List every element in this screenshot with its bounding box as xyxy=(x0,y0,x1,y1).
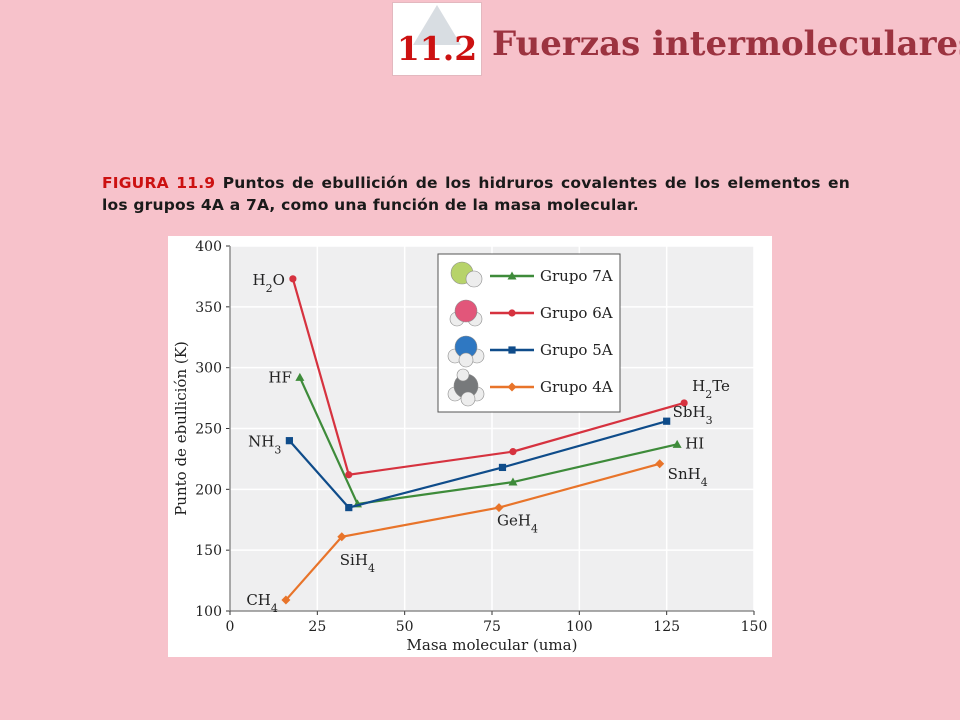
legend-marker xyxy=(508,346,516,354)
x-tick-label: 150 xyxy=(741,619,768,635)
point-label: SiH4 xyxy=(340,551,375,575)
h2o-molecule-icon xyxy=(449,299,483,327)
figure-caption: FIGURA 11.9 Puntos de ebullición de los … xyxy=(102,172,850,216)
series-line-grupo-6a xyxy=(291,278,685,476)
data-point xyxy=(494,503,504,513)
y-tick-label: 400 xyxy=(195,239,222,255)
y-tick-label: 200 xyxy=(195,482,222,498)
data-point xyxy=(672,439,682,448)
point-label: GeH4 xyxy=(497,512,538,536)
x-tick-label: 25 xyxy=(308,619,326,635)
x-tick-label: 50 xyxy=(396,619,414,635)
atom xyxy=(456,368,470,382)
triangle-icon xyxy=(413,5,461,45)
atom xyxy=(460,391,476,407)
data-point xyxy=(508,477,518,486)
x-axis-label: Masa molecular (uma) xyxy=(407,636,578,654)
data-point xyxy=(285,437,293,445)
legend-label: Grupo 5A xyxy=(540,341,613,359)
x-tick-label: 125 xyxy=(653,619,680,635)
data-point xyxy=(655,459,665,469)
y-tick-label: 100 xyxy=(195,604,222,620)
x-tick-label: 75 xyxy=(483,619,501,635)
data-point xyxy=(345,471,353,479)
legend: Grupo 7A Grupo 6A Grupo 5A Grupo 4A xyxy=(437,253,621,413)
point-label: CH4 xyxy=(246,591,278,615)
y-tick-label: 150 xyxy=(195,543,222,559)
legend-marker xyxy=(507,271,517,280)
atom xyxy=(465,270,483,288)
y-tick-label: 250 xyxy=(195,422,222,438)
atom xyxy=(454,299,478,323)
legend-marker xyxy=(508,309,516,317)
boiling-point-chart: 100 150 200 250 300 350 400 0 25 50 75 100 125 150 Mas… xyxy=(168,236,772,657)
point-label: SbH3 xyxy=(673,403,713,427)
ch4-molecule-icon xyxy=(447,368,485,407)
series-line-grupo-4a xyxy=(285,462,660,601)
section-badge: 11.2 xyxy=(392,2,482,76)
data-point xyxy=(680,399,688,407)
x-tick-label: 0 xyxy=(226,619,235,635)
legend-label: Grupo 4A xyxy=(540,378,613,396)
point-label: HI xyxy=(685,434,704,452)
point-label: H2O xyxy=(252,271,284,295)
point-label: HF xyxy=(268,368,292,386)
data-point xyxy=(295,372,305,381)
section-number: 11.2 xyxy=(396,29,478,68)
legend-label: Grupo 6A xyxy=(540,304,613,322)
figure-caption-text: Puntos de ebullición de los hidruros cov… xyxy=(102,174,850,214)
point-label: H2Te xyxy=(692,377,730,401)
data-point xyxy=(498,463,507,472)
figure-label: FIGURA 11.9 xyxy=(102,174,216,192)
legend-marker xyxy=(507,382,517,392)
data-point xyxy=(289,275,297,283)
y-axis-label: Punto de ebullición (K) xyxy=(172,341,190,516)
atom xyxy=(458,352,474,368)
y-tick-label: 350 xyxy=(195,300,222,316)
chart-svg: 100 150 200 250 300 350 400 0 25 50 75 100 125 150 Mas… xyxy=(172,239,768,654)
page-title: Fuerzas intermoleculares xyxy=(492,24,960,64)
series-line-grupo-7a xyxy=(298,376,678,506)
nh3-molecule-icon xyxy=(447,335,485,368)
data-point xyxy=(337,532,347,542)
legend-label: Grupo 7A xyxy=(540,267,613,285)
data-point xyxy=(663,417,671,425)
point-label: NH3 xyxy=(248,433,281,457)
series-line-grupo-5a xyxy=(288,420,667,509)
x-tick-label: 100 xyxy=(566,619,593,635)
data-point xyxy=(281,595,291,605)
y-tick-label: 300 xyxy=(195,361,222,377)
point-label: SnH4 xyxy=(668,465,708,489)
hf-molecule-icon xyxy=(450,261,483,288)
data-point xyxy=(509,448,517,456)
data-point xyxy=(345,503,353,512)
